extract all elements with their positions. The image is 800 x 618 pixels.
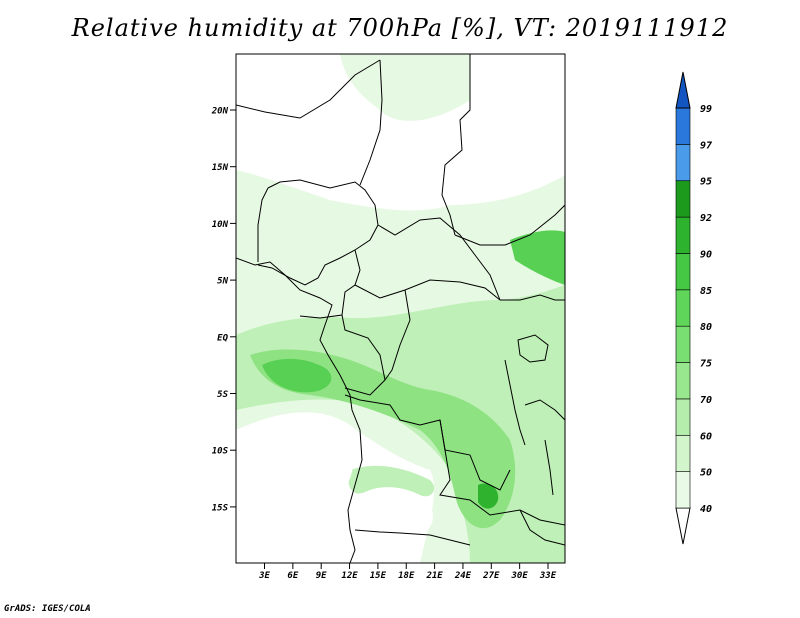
colorbar-segment <box>675 144 691 182</box>
map-frame <box>235 53 566 564</box>
lat-tick-label: 20N <box>211 107 229 117</box>
lon-tick-label: 30E <box>511 571 529 581</box>
colorbar-segment <box>675 398 691 436</box>
border-car <box>377 217 501 301</box>
colorbar-level-label: 97 <box>700 140 712 151</box>
lat-tick-label: 5S <box>217 390 228 400</box>
colorbar-level-label: 70 <box>700 395 712 406</box>
border-cameroon <box>299 249 361 319</box>
colorbar-level-label: 80 <box>700 322 712 333</box>
colorbar-level-label: 95 <box>700 177 712 188</box>
border-drc-west <box>384 289 411 381</box>
border-nigeria <box>257 179 379 286</box>
rh-zone-sw-gap <box>236 421 355 517</box>
colorbar-level-label: 92 <box>700 213 712 224</box>
border-zimbabwe <box>519 509 565 546</box>
lon-tick-label: 12E <box>341 571 358 581</box>
map-title: Relative humidity at 700hPa [%], VT: 201… <box>71 14 729 42</box>
colorbar-level-label: 99 <box>700 104 712 115</box>
country-borders <box>236 54 565 563</box>
rh-zone-core-south <box>478 483 499 509</box>
border-congo <box>341 314 386 396</box>
rh-zone-core-east <box>510 230 565 285</box>
lon-tick-label: 15E <box>370 571 387 581</box>
coastline-west <box>236 257 363 563</box>
colorbar-segment <box>675 107 691 145</box>
border-namibia <box>354 529 471 546</box>
lon-tick-label: 33E <box>539 571 557 581</box>
colorbar-segment <box>675 180 691 218</box>
rh-zone-north-strip <box>340 54 470 121</box>
colorbar-level-label: 60 <box>700 431 712 442</box>
rh-zone-south-gap <box>365 495 434 539</box>
lat-tick-label: 5N <box>217 277 228 287</box>
rh-zone-core-west <box>262 358 332 393</box>
latitude-axis: 20N 15N 10N 5N EQ 5S 10S 15S <box>211 107 236 513</box>
lat-tick-label: 15S <box>212 503 229 513</box>
colorbar-segment <box>675 325 691 363</box>
border-niger-chad <box>359 59 383 186</box>
colorbar-segment <box>675 253 691 291</box>
colorbar-min-arrow <box>675 507 691 545</box>
lat-tick-label: 15N <box>212 163 229 173</box>
rh-zone-coast-mid <box>250 349 516 529</box>
border-tanzania <box>524 399 565 421</box>
lon-tick-label: 24E <box>454 571 472 581</box>
colorbar-level-label: 40 <box>700 504 712 515</box>
border-benin <box>257 187 269 262</box>
colorbar-level-label: 85 <box>700 286 712 297</box>
border-sudan-ss <box>454 204 565 246</box>
humidity-field <box>236 54 565 563</box>
colorbar-level-label: 90 <box>700 249 712 260</box>
colorbar-segment <box>675 289 691 327</box>
lake-malawi <box>544 439 554 496</box>
lat-tick-label: EQ <box>217 333 228 343</box>
colorbar-segment <box>675 471 691 509</box>
border-libya-niger <box>236 59 381 119</box>
lat-tick-label: 10N <box>212 220 229 230</box>
border-uganda <box>500 294 565 301</box>
rh-zone-south-light <box>348 465 435 497</box>
longitude-axis: 3E 6E 9E 12E 15E 18E 21E 24E 27E 30E 33E <box>258 563 557 581</box>
grads-credit: GrADS: IGES/COLA <box>4 604 91 614</box>
lon-tick-label: 6E <box>287 571 298 581</box>
lon-tick-label: 27E <box>482 571 500 581</box>
colorbar-level-label: 75 <box>700 359 712 370</box>
lat-tick-label: 10S <box>212 447 229 457</box>
lake-victoria <box>517 334 549 363</box>
lon-tick-label: 3E <box>258 571 270 581</box>
lon-tick-label: 9E <box>316 571 327 581</box>
colorbar-max-arrow <box>675 71 691 109</box>
border-zambia <box>439 419 565 526</box>
colorbar-segment <box>675 434 691 472</box>
border-car-south <box>354 279 501 301</box>
lon-tick-label: 21E <box>425 571 443 581</box>
lake-tanganyika <box>504 359 526 446</box>
colorbar-level-label: 50 <box>700 468 712 479</box>
border-chad-sudan <box>441 54 471 236</box>
colorbar-segment <box>675 216 691 254</box>
lon-tick-label: 18E <box>398 571 415 581</box>
colorbar: 40 50 60 70 75 80 85 90 92 95 97 99 <box>675 71 712 545</box>
colorbar-segment <box>675 362 691 400</box>
